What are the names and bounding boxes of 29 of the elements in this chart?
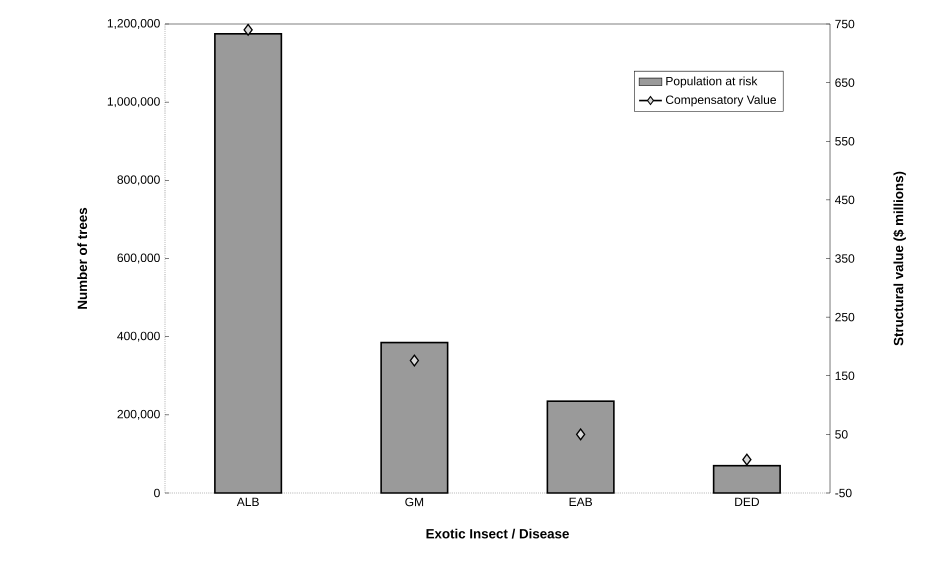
y-tick-label: 0 <box>154 488 160 498</box>
y2-tick-label: 750 <box>835 20 854 28</box>
y-tick-label: 200,000 <box>118 410 160 420</box>
legend-label: Population at risk <box>666 76 758 88</box>
point <box>742 454 752 466</box>
y2-axis-title: Structural value ($ millions) <box>893 172 906 346</box>
x-tick-label: GM <box>405 498 424 506</box>
x-tick-label: DED <box>735 498 759 506</box>
y2-tick-label: -50 <box>835 488 852 498</box>
x-tick-label: EAB <box>570 498 592 506</box>
x-tick-label: ALB <box>236 498 259 506</box>
y2-tick-label: 150 <box>836 371 854 380</box>
y2-tick-label: 50 <box>835 430 848 439</box>
legend-label: Compensatory Value <box>666 95 776 106</box>
y2-tick-label: 350 <box>835 254 854 263</box>
y2-tick-label: 650 <box>835 78 854 87</box>
y-tick-label: 600,000 <box>118 254 160 264</box>
y-tick-label: 1,200,000 <box>108 19 160 29</box>
y-tick-label: 800,000 <box>117 175 160 186</box>
y2-tick-label: 550 <box>835 136 854 146</box>
y2-tick-label: 450 <box>834 196 854 204</box>
y-tick-label: 1,000,000 <box>108 97 160 108</box>
point <box>243 24 253 36</box>
y-axis-title: Number of trees <box>77 208 88 309</box>
y2-tick-label: 250 <box>835 312 854 322</box>
y-tick-label: 400,000 <box>117 332 160 342</box>
point <box>576 428 586 440</box>
point <box>410 354 420 367</box>
x-axis-title: Exotic Insect / Disease <box>426 528 569 539</box>
